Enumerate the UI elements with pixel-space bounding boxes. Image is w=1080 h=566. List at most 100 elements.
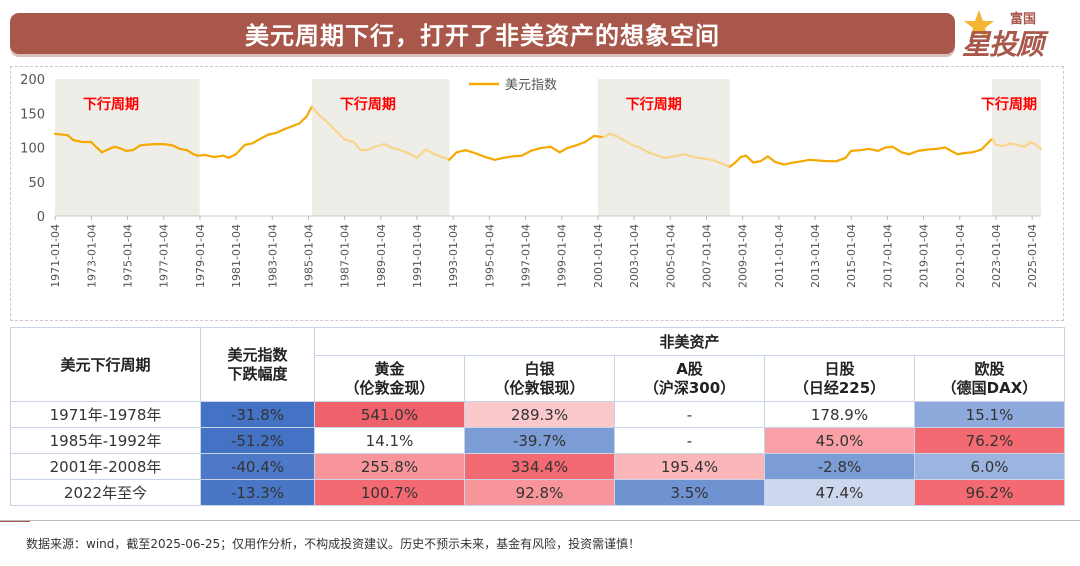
series-segment xyxy=(849,149,862,153)
header-asset-0: 黄金 （伦敦金现） xyxy=(314,355,465,402)
series-segment xyxy=(630,143,641,149)
series-segment xyxy=(448,151,458,161)
y-tick-label: 150 xyxy=(20,107,45,122)
series-segment xyxy=(592,134,605,139)
series-segment xyxy=(663,155,675,159)
series-segment xyxy=(963,151,974,155)
period-label: 下行周期 xyxy=(340,96,396,113)
x-tick-label: 2023-01-04 xyxy=(990,224,1003,288)
x-tick-label: 2021-01-04 xyxy=(954,224,967,288)
series-segment xyxy=(310,105,319,115)
series-segment xyxy=(782,161,795,166)
value-cell: 14.1% xyxy=(314,427,465,454)
value-cell: 178.9% xyxy=(764,401,915,428)
series-segment xyxy=(234,143,247,156)
series-segment xyxy=(305,105,313,118)
series-segment xyxy=(243,142,254,146)
series-segment xyxy=(985,137,994,146)
period-label: 下行周期 xyxy=(83,96,139,113)
series-segment xyxy=(251,138,261,145)
series-segment xyxy=(397,148,409,155)
value-cell: 45.0% xyxy=(764,427,915,454)
y-tick-label: 100 xyxy=(20,142,45,157)
series-segment xyxy=(934,146,947,151)
shaded-period xyxy=(597,79,730,216)
series-segment xyxy=(473,151,487,159)
value-cell: 334.4% xyxy=(464,453,615,480)
series-segment xyxy=(565,144,578,150)
period-cell: 2022年至今 xyxy=(10,479,201,506)
series-segment xyxy=(994,143,1005,148)
series-segment xyxy=(520,149,532,157)
series-segment xyxy=(281,125,292,131)
x-tick-label: 1995-01-04 xyxy=(483,224,496,288)
series-segment xyxy=(131,144,142,152)
series-segment xyxy=(106,145,116,151)
x-tick-label: 1997-01-04 xyxy=(520,224,533,288)
series-segment xyxy=(493,156,505,161)
series-segment xyxy=(258,133,270,141)
series-segment xyxy=(316,112,328,123)
series-segment xyxy=(638,146,650,154)
series-segment xyxy=(817,159,829,163)
series-segment xyxy=(647,151,657,157)
series-segment xyxy=(683,153,695,159)
series-segment xyxy=(502,155,514,159)
series-segment xyxy=(383,142,393,149)
x-tick-label: 1979-01-04 xyxy=(194,224,207,288)
value-cell: 195.4% xyxy=(614,453,765,480)
legend-label: 美元指数 xyxy=(505,78,557,93)
series-segment xyxy=(53,132,69,137)
series-segment xyxy=(759,155,769,163)
value-cell: 255.8% xyxy=(314,453,465,480)
x-tick-label: 1977-01-04 xyxy=(158,224,171,288)
x-tick-label: 1981-01-04 xyxy=(230,224,243,288)
series-segment xyxy=(144,142,156,146)
value-cell: 289.3% xyxy=(464,401,615,428)
series-segment xyxy=(464,149,476,155)
series-segment xyxy=(390,146,400,151)
x-tick-label: 1989-01-04 xyxy=(375,224,388,288)
series-segment xyxy=(1034,143,1043,151)
series-segment xyxy=(980,142,988,151)
header-asset-2: A股 （沪深300） xyxy=(614,355,765,402)
value-cell: 541.0% xyxy=(314,401,465,428)
page-title: 美元周期下行，打开了非美资产的想象空间 xyxy=(245,22,720,50)
x-tick-label: 1983-01-04 xyxy=(266,224,279,288)
series-segment xyxy=(867,147,880,153)
value-cell: 92.8% xyxy=(464,479,615,506)
series-segment xyxy=(583,134,596,144)
x-tick-label: 2011-01-04 xyxy=(773,224,786,288)
period-label: 下行周期 xyxy=(981,96,1037,113)
series-segment xyxy=(213,154,225,159)
series-segment xyxy=(227,153,237,159)
value-cell: 6.0% xyxy=(914,453,1065,480)
series-segment xyxy=(374,142,386,148)
series-segment xyxy=(406,151,418,159)
series-segment xyxy=(971,148,983,154)
value-cell: 15.1% xyxy=(914,401,1065,428)
series-segment xyxy=(1009,142,1019,146)
decline-cell: -51.2% xyxy=(200,427,315,454)
series-segment xyxy=(124,149,134,153)
period-cell: 1985年-1992年 xyxy=(10,427,201,454)
x-tick-label: 2005-01-04 xyxy=(664,224,677,288)
series-segment xyxy=(710,158,722,165)
brand-logo: 富国 星投顾 xyxy=(962,6,1074,61)
series-segment xyxy=(991,137,997,146)
series-segment xyxy=(808,158,820,162)
series-segment xyxy=(558,147,569,154)
series-segment xyxy=(66,134,75,142)
x-tick-label: 1987-01-04 xyxy=(339,224,352,288)
header-asset-1: 白银 （伦敦银现） xyxy=(464,355,615,402)
x-tick-label: 2001-01-04 xyxy=(592,224,605,288)
series-segment xyxy=(900,151,911,156)
series-segment xyxy=(801,158,811,163)
series-segment xyxy=(734,155,742,164)
header-period: 美元下行周期 xyxy=(10,327,201,402)
value-cell: - xyxy=(614,427,765,454)
decline-cell: -31.8% xyxy=(200,401,315,428)
value-cell: 3.5% xyxy=(614,479,765,506)
chart-svg: 下行周期 下行周期 下行周期 下行周期 0 50 100 150 200 1971-01-04 19… xyxy=(20,73,1043,288)
logo-small-text: 富国 xyxy=(1010,12,1037,27)
